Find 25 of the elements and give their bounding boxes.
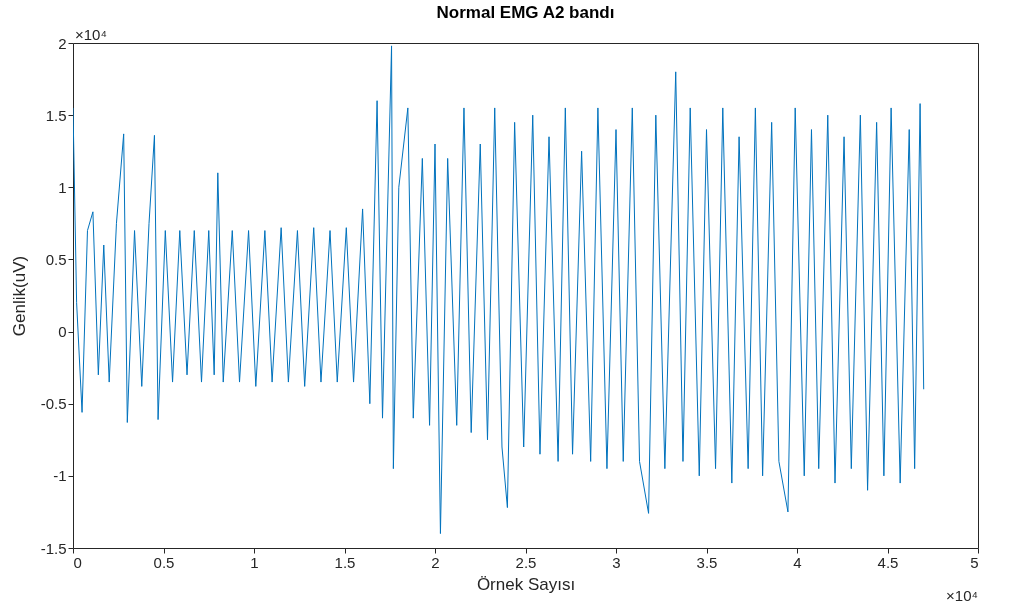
x-tick-label: 2.5 — [515, 553, 537, 571]
x-tick-label: 1 — [250, 553, 259, 571]
x-tick-label: 1.5 — [334, 553, 356, 571]
chart-title: Normal EMG A2 bandı — [436, 3, 615, 22]
text: ×10⁴ — [946, 587, 978, 602]
x-tick-label: 3.5 — [696, 553, 718, 571]
x-tick-label: 3 — [612, 553, 621, 571]
text: ×10⁴ — [75, 26, 107, 43]
y-axis-title: Genlik(uV) — [9, 255, 29, 337]
x-tick-label: 5 — [970, 553, 979, 571]
x-tick-label: 0.5 — [153, 553, 175, 571]
y-tick-label: 2 — [58, 34, 67, 52]
y-tick-label: -0.5 — [40, 395, 67, 413]
x-axis-title: Örnek Sayısı — [476, 574, 576, 594]
y-tick-label: 0 — [58, 323, 67, 341]
y-tick-label: -1.5 — [40, 539, 67, 557]
x-tick-label: 2 — [431, 553, 440, 571]
y-tick-label: 1.5 — [45, 106, 67, 124]
y-tick-label: -1 — [53, 467, 67, 485]
x-tick-label: 4 — [793, 553, 802, 571]
x-tick-label: 0 — [73, 553, 82, 571]
line-series — [73, 45, 925, 535]
y-tick-label: 0.5 — [45, 250, 67, 268]
y-tick-label: 1 — [58, 178, 67, 196]
x-tick-label: 4.5 — [877, 553, 899, 571]
